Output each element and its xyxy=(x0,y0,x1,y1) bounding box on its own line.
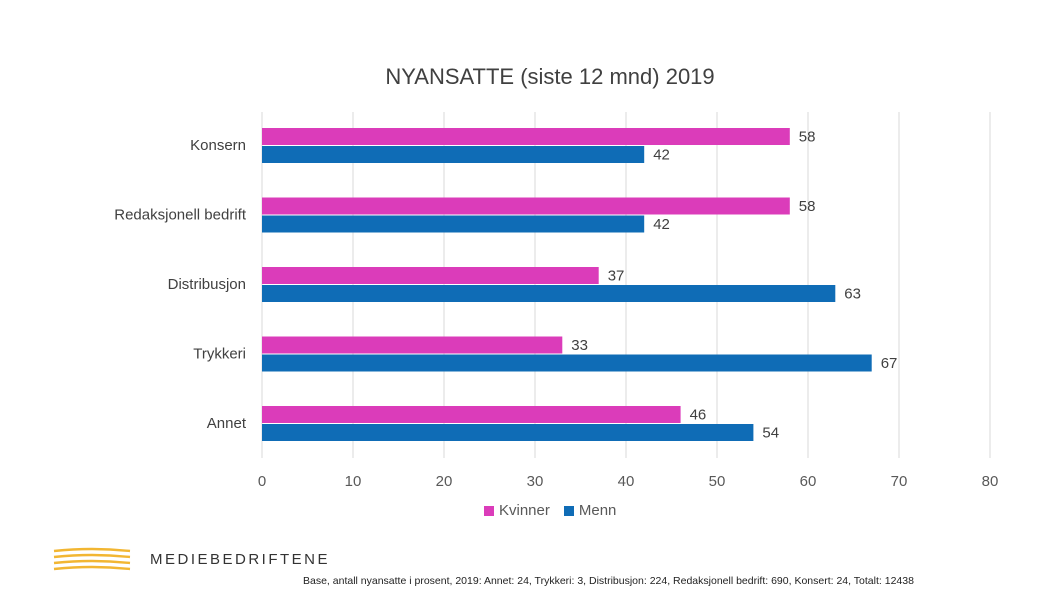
chart-legend: Kvinner Menn xyxy=(484,502,630,519)
legend-swatch-menn xyxy=(563,505,574,516)
data-label: 37 xyxy=(608,268,625,285)
bar xyxy=(262,354,872,372)
bar xyxy=(262,146,645,163)
bar xyxy=(262,285,836,302)
chart-title: NYANSATTE (siste 12 mnd) 2019 xyxy=(385,64,715,89)
data-label: 42 xyxy=(653,216,670,233)
legend-item-kvinner: Kvinner xyxy=(484,502,550,519)
category-label: Distribusjon xyxy=(168,276,246,293)
data-label: 58 xyxy=(799,198,816,215)
footnote: Base, antall nyansatte i prosent, 2019: … xyxy=(303,575,914,587)
bar xyxy=(262,267,599,284)
bar xyxy=(262,336,563,354)
category-label: Trykkeri xyxy=(193,346,246,363)
x-tick-label: 20 xyxy=(436,473,453,490)
brand-name: MEDIEBEDRIFTENE xyxy=(150,551,331,568)
legend-label-menn: Menn xyxy=(578,502,617,519)
x-tick-label: 0 xyxy=(258,473,266,490)
bar xyxy=(262,197,790,215)
x-tick-label: 80 xyxy=(982,473,999,490)
data-label: 46 xyxy=(690,407,707,424)
x-tick-label: 50 xyxy=(709,473,726,490)
data-label: 33 xyxy=(571,337,588,354)
legend-swatch-kvinner xyxy=(484,505,494,516)
data-label: 67 xyxy=(881,355,898,372)
bar xyxy=(262,406,681,423)
x-tick-label: 10 xyxy=(345,473,362,490)
category-label: Annet xyxy=(207,415,247,432)
x-tick-label: 30 xyxy=(527,473,544,490)
bar xyxy=(262,128,790,145)
legend-item-menn: Menn xyxy=(563,502,617,519)
data-label: 54 xyxy=(762,425,779,442)
data-label: 58 xyxy=(799,129,816,146)
data-label: 42 xyxy=(653,147,670,164)
bar xyxy=(262,424,754,441)
x-tick-label: 60 xyxy=(800,473,817,490)
category-label: Redaksjonell bedrift xyxy=(114,207,247,224)
x-tick-label: 70 xyxy=(891,473,908,490)
data-label: 63 xyxy=(844,286,861,303)
category-label: Konsern xyxy=(190,137,246,154)
wave-stripes-icon xyxy=(53,547,131,571)
legend-label-kvinner: Kvinner xyxy=(499,502,550,519)
bar xyxy=(262,215,645,233)
x-tick-label: 40 xyxy=(618,473,635,490)
